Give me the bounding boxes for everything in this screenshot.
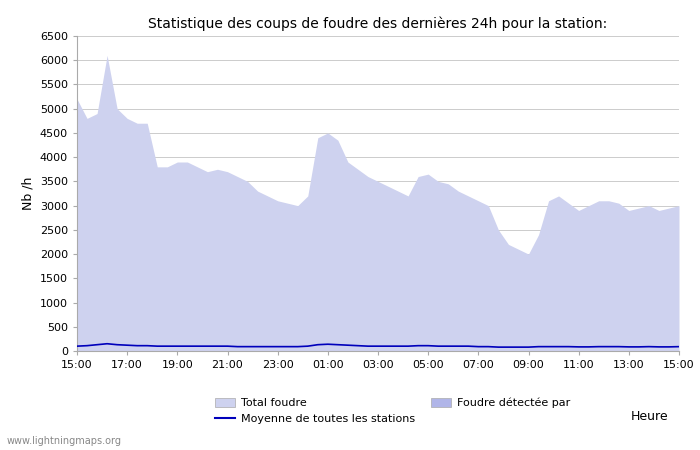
Title: Statistique des coups de foudre des dernières 24h pour la station:: Statistique des coups de foudre des dern…	[148, 16, 608, 31]
Y-axis label: Nb /h: Nb /h	[21, 177, 34, 210]
Legend: Total foudre, Moyenne de toutes les stations, Foudre détectée par: Total foudre, Moyenne de toutes les stat…	[215, 397, 570, 424]
Text: www.lightningmaps.org: www.lightningmaps.org	[7, 436, 122, 446]
Text: Heure: Heure	[631, 410, 668, 423]
